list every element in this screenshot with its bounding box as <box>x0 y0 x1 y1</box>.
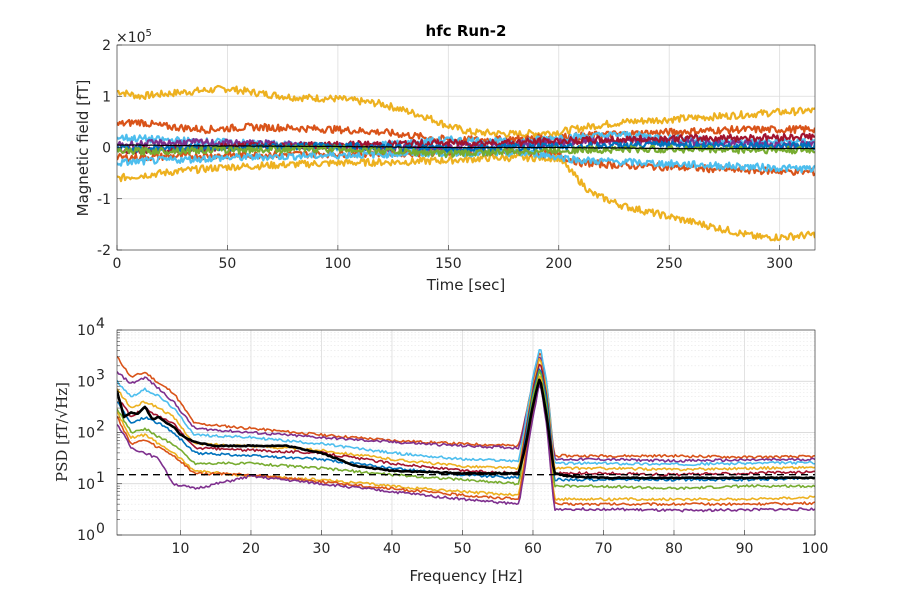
bottom-y-tick-power: 4 <box>96 316 105 332</box>
y-exponent-base: ×10 <box>116 30 146 46</box>
bottom-series-line <box>117 379 815 507</box>
bottom-x-tick-label: 60 <box>524 541 542 557</box>
bottom-x-tick-label: 20 <box>242 541 260 557</box>
bottom-y-tick-label: 10 <box>77 528 95 544</box>
bottom-x-axis-label: Frequency [Hz] <box>409 567 522 585</box>
top-y-tick-label: 0 <box>102 141 111 157</box>
top-y-tick-label: -2 <box>97 243 111 259</box>
top-x-tick-label: 0 <box>113 256 122 272</box>
top-series-lines <box>117 84 815 242</box>
y-exponent-power: 5 <box>146 28 152 39</box>
chart-title: hfc Run-2 <box>426 22 507 40</box>
top-y-axis-label: Magnetic field [fT] <box>74 80 92 217</box>
bottom-series-line <box>117 370 815 491</box>
top-x-tick-label: 150 <box>435 256 462 272</box>
top-series-line <box>117 140 815 153</box>
bottom-x-tick-label: 70 <box>595 541 613 557</box>
bottom-y-tick-label: 10 <box>77 477 95 493</box>
bottom-y-tick-label: 10 <box>77 374 95 390</box>
bottom-x-tick-label: 30 <box>313 541 331 557</box>
bottom-series-line <box>117 352 815 460</box>
top-series-line <box>117 144 815 150</box>
bottom-x-tick-label: 50 <box>454 541 472 557</box>
bottom-x-tick-label: 80 <box>665 541 683 557</box>
y-exponent-label: ×105 <box>116 28 152 46</box>
top-x-tick-label: 100 <box>325 256 352 272</box>
top-x-tick-label: 50 <box>219 256 237 272</box>
bottom-y-tick-power: 3 <box>96 367 105 383</box>
bottom-y-axis-label: PSD [fT/√Hz] <box>53 382 71 482</box>
top-x-tick-label: 200 <box>545 256 572 272</box>
top-y-tick-label: -1 <box>97 192 111 208</box>
top-x-axis-label: Time [sec] <box>426 276 505 294</box>
bottom-series-lines <box>117 348 815 513</box>
bottom-series-line <box>117 356 815 463</box>
bottom-y-tick-power: 0 <box>96 521 105 537</box>
top-y-tick-label: 2 <box>102 38 111 54</box>
bottom-y-tick-power: 1 <box>96 470 105 486</box>
bottom-y-tick-label: 10 <box>77 426 95 442</box>
bottom-x-tick-label: 40 <box>383 541 401 557</box>
bottom-x-tick-label: 100 <box>802 541 829 557</box>
top-x-tick-label: 250 <box>656 256 683 272</box>
bottom-x-tick-label: 10 <box>172 541 190 557</box>
bottom-x-tick-label: 90 <box>736 541 754 557</box>
top-series-line <box>117 153 815 242</box>
top-y-tick-label: 1 <box>102 89 111 105</box>
top-series-line <box>117 84 815 139</box>
bottom-series-line <box>117 348 815 467</box>
bottom-y-tick-label: 10 <box>77 323 95 339</box>
bottom-series-line <box>117 378 815 480</box>
bottom-series-line <box>117 383 815 513</box>
bottom-y-tick-power: 2 <box>96 419 105 435</box>
time-series-axes: 0 50 100 150 200 250 300 -2 -1 0 1 2 hfc Run-2 Time… <box>74 22 816 294</box>
top-x-tick-label: 300 <box>766 256 793 272</box>
top-ticks: 0 50 100 150 200 250 300 -2 -1 0 1 2 <box>97 38 793 272</box>
